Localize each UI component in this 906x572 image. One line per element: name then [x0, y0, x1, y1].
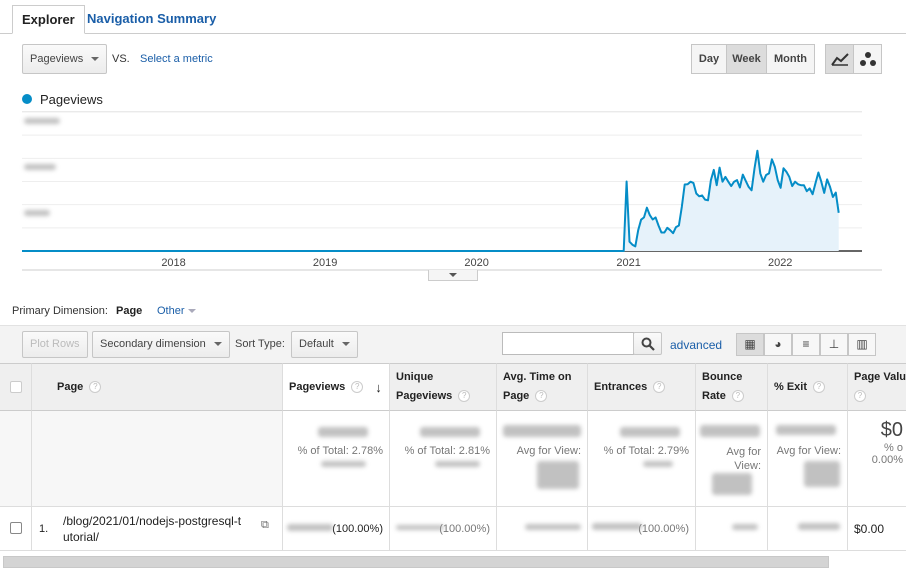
search-button[interactable] — [633, 332, 662, 355]
open-external-icon[interactable]: ⧉ — [261, 519, 269, 531]
select-all-header — [0, 363, 32, 411]
dimension-page[interactable]: Page — [116, 305, 143, 317]
help-icon[interactable]: ? — [535, 390, 548, 403]
chevron-down-icon — [187, 309, 196, 314]
pie-chart-icon: ◕ — [774, 337, 782, 351]
primary-dimension-label: Primary Dimension: — [12, 305, 108, 317]
chevron-down-icon — [91, 57, 100, 62]
week-button[interactable]: Week — [726, 44, 767, 74]
column-header-entrances[interactable]: Entrances? — [588, 363, 696, 411]
secondary-dimension-dropdown[interactable]: Secondary dimension — [92, 331, 230, 358]
row-avg-time — [497, 507, 588, 551]
help-icon[interactable]: ? — [731, 390, 744, 403]
row-checkbox-cell — [0, 507, 32, 551]
motion-chart-icon — [859, 52, 876, 66]
vs-label: VS. — [112, 53, 130, 65]
sort-type-value: Default — [299, 338, 334, 350]
sort-type-label: Sort Type: — [235, 338, 285, 350]
pageviews-chart: 2018 2019 2020 2021 2022 — [22, 111, 882, 271]
search-icon — [641, 337, 655, 351]
comparison-icon: ⊥ — [828, 337, 840, 351]
metric-dropdown[interactable]: Pageviews — [22, 44, 108, 74]
help-icon[interactable]: ? — [351, 381, 364, 393]
y-tick-label-redacted — [24, 164, 56, 170]
help-icon[interactable]: ? — [854, 390, 866, 403]
data-table-view-button[interactable]: ▦ — [736, 333, 764, 356]
totals-pageviews: % of Total: 2.78% — [283, 411, 390, 507]
pivot-view-button[interactable]: ▥ — [848, 333, 876, 356]
y-tick-label-redacted — [24, 210, 50, 216]
column-header-bounce-rate[interactable]: Bounce Rate? — [696, 363, 768, 411]
row-pageviews: (100.00%) — [283, 507, 390, 551]
sort-type-dropdown[interactable]: Default — [291, 331, 358, 358]
comparison-view-button[interactable]: ⊥ — [820, 333, 848, 356]
help-icon[interactable]: ? — [813, 381, 826, 393]
row-entrances: (100.00%) — [588, 507, 696, 551]
pie-chart-view-button[interactable]: ◕ — [764, 333, 792, 356]
performance-view-button[interactable]: ≡ — [792, 333, 820, 356]
series-line — [22, 149, 840, 252]
metric-dropdown-label: Pageviews — [30, 53, 84, 65]
row-page-value: $0.00 — [848, 507, 906, 551]
sort-descending-icon: ↓ — [375, 379, 382, 395]
dimension-other-label: Other — [157, 305, 185, 317]
legend-dot-icon — [22, 94, 32, 104]
dimension-other-dropdown[interactable]: Other — [157, 305, 196, 317]
x-tick-label: 2018 — [161, 257, 185, 269]
column-header-avg-time[interactable]: Avg. Time on Page? — [497, 363, 588, 411]
secondary-dimension-label: Secondary dimension — [100, 338, 206, 350]
totals-unique-pageviews: % of Total: 2.81% — [390, 411, 497, 507]
line-chart-icon — [830, 53, 849, 66]
legend-label: Pageviews — [40, 92, 103, 107]
column-header-pageviews[interactable]: Pageviews? ↓ — [283, 363, 390, 411]
row-page-cell: 1. /blog/2021/01/nodejs-postgresql-tutori… — [32, 507, 283, 551]
help-icon[interactable]: ? — [653, 381, 666, 393]
pivot-table-icon: ▥ — [856, 337, 868, 351]
totals-bounce-rate: Avg for View: — [696, 411, 768, 507]
y-tick-label-redacted — [24, 118, 60, 124]
select-metric-link[interactable]: Select a metric — [140, 53, 213, 65]
totals-cell — [32, 411, 283, 507]
horizontal-scrollbar[interactable] — [3, 556, 829, 568]
motion-chart-button[interactable] — [853, 44, 882, 74]
row-page-link[interactable]: /blog/2021/01/nodejs-postgresql-tutorial… — [63, 514, 242, 544]
row-exit — [768, 507, 848, 551]
chevron-down-icon — [341, 342, 350, 347]
column-header-page[interactable]: Page? — [32, 363, 283, 411]
x-tick-label: 2019 — [313, 257, 337, 269]
column-header-unique-pageviews[interactable]: Unique Pageviews? — [390, 363, 497, 411]
help-icon[interactable]: ? — [89, 381, 102, 393]
column-header-page-value[interactable]: Page Value? — [848, 363, 906, 411]
row-checkbox[interactable] — [9, 522, 22, 534]
plot-rows-button[interactable]: Plot Rows — [22, 331, 88, 358]
help-icon[interactable]: ? — [458, 390, 471, 403]
x-tick-label: 2020 — [464, 257, 488, 269]
select-all-checkbox[interactable] — [9, 381, 22, 393]
series-area — [22, 150, 839, 251]
advanced-filter-link[interactable]: advanced — [670, 338, 723, 352]
column-header-exit[interactable]: % Exit? — [768, 363, 848, 411]
line-chart-button[interactable] — [825, 44, 854, 74]
x-tick-label: 2022 — [768, 257, 792, 269]
tab-explorer[interactable]: Explorer — [12, 5, 85, 34]
totals-exit: Avg for View: — [768, 411, 848, 507]
row-index: 1. — [39, 523, 49, 535]
x-tick-label: 2021 — [616, 257, 640, 269]
totals-cell — [0, 411, 32, 507]
totals-page-value: $0% o 0.00% — [848, 411, 906, 507]
chart-collapse-handle[interactable] — [428, 270, 478, 281]
chevron-down-icon — [213, 342, 222, 347]
tab-navigation-summary[interactable]: Navigation Summary — [87, 11, 217, 26]
table-search-input[interactable] — [502, 332, 634, 355]
chevron-down-icon — [449, 273, 457, 277]
performance-bar-icon: ≡ — [802, 337, 810, 351]
row-bounce-rate — [696, 507, 768, 551]
month-button[interactable]: Month — [766, 44, 815, 74]
data-table-icon: ▦ — [744, 337, 756, 351]
totals-avg-time: Avg for View: — [497, 411, 588, 507]
tab-divider — [0, 33, 906, 34]
day-button[interactable]: Day — [691, 44, 727, 74]
row-unique-pageviews: (100.00%) — [390, 507, 497, 551]
totals-entrances: % of Total: 2.79% — [588, 411, 696, 507]
